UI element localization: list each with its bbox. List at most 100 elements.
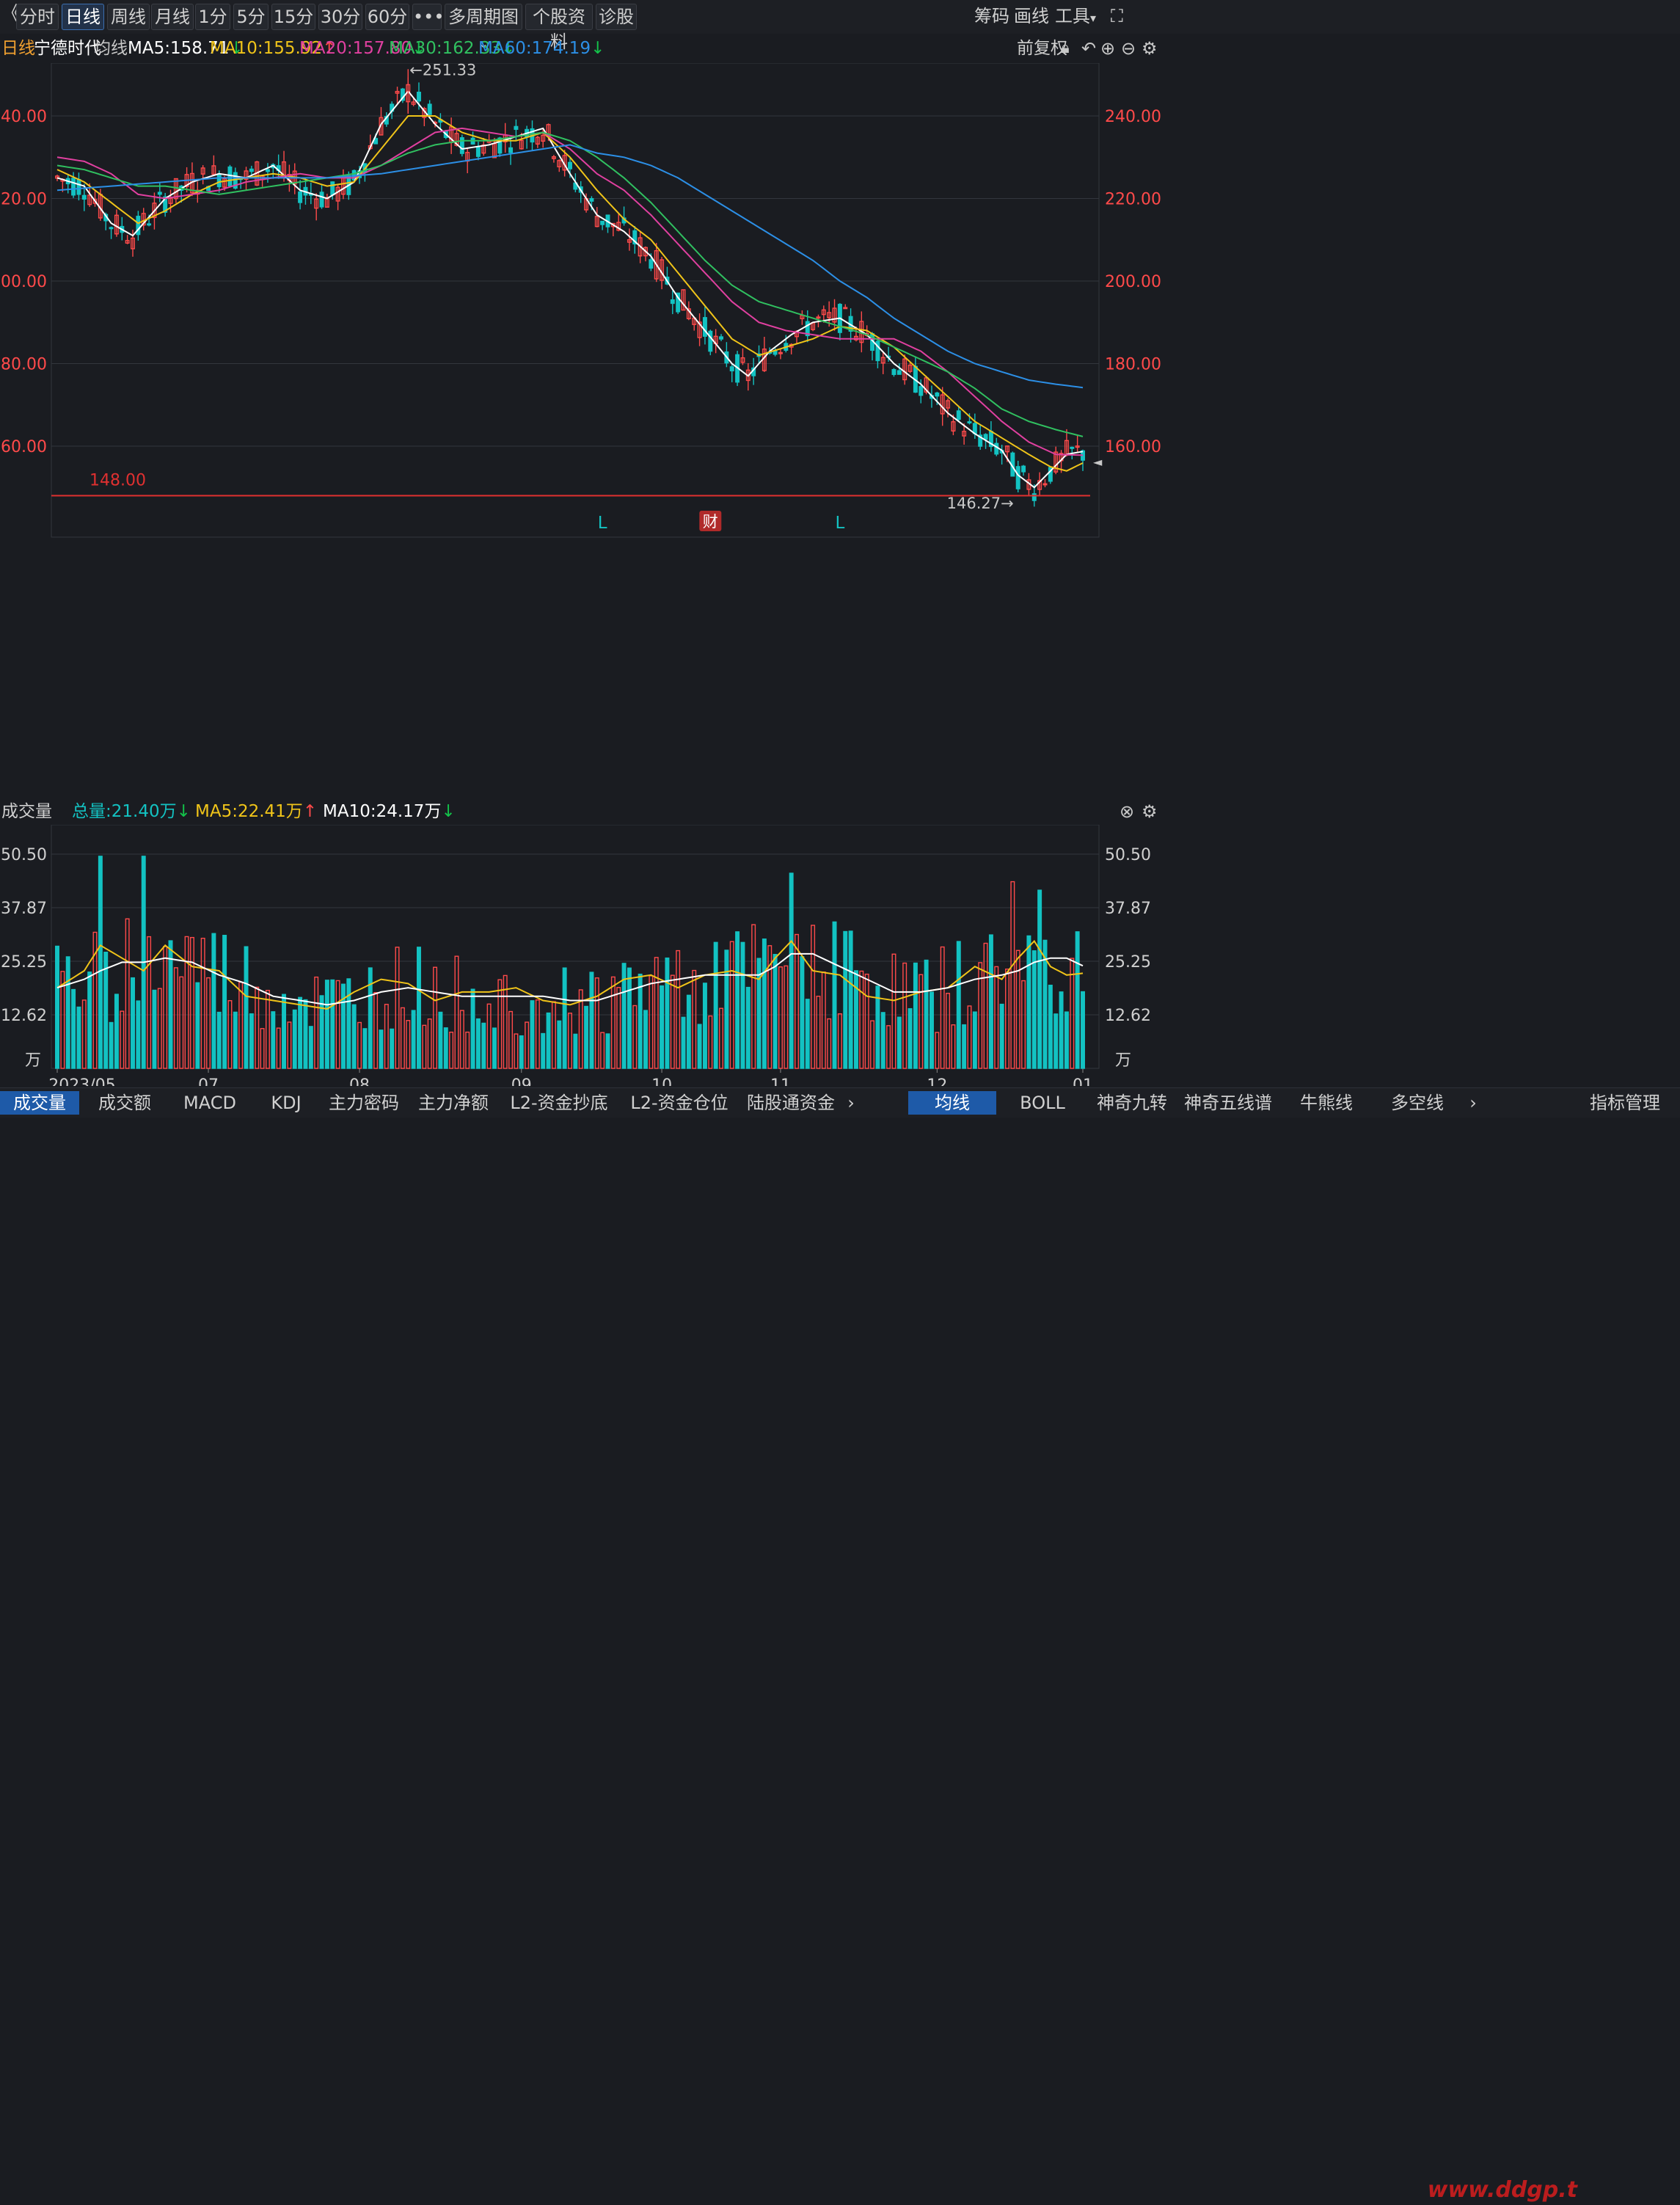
volume-bar-down xyxy=(481,1022,486,1069)
period-button-15min[interactable]: 15分 xyxy=(271,4,315,30)
indicator-manage-button[interactable]: 指标管理 xyxy=(1590,1093,1660,1113)
total-volume-readout: 总量:21.40万↓ xyxy=(72,798,191,825)
close-icon[interactable]: ⊗ xyxy=(1120,801,1135,822)
tab-boll[interactable]: BOLL xyxy=(1020,1093,1065,1113)
y-tick-label-left: 200.00 xyxy=(0,273,47,291)
settings-gear-icon[interactable]: ⚙ xyxy=(1142,38,1158,59)
candle-down xyxy=(649,259,654,269)
support-label: 148.00 xyxy=(90,472,146,490)
volume-bar-up xyxy=(649,975,654,1069)
volume-bar-down xyxy=(233,1011,238,1069)
volume-bar-down xyxy=(697,1024,702,1069)
draw-line-button[interactable]: 画线 xyxy=(1014,6,1049,26)
volume-bar-up xyxy=(503,974,508,1069)
volume-bar-down xyxy=(114,994,119,1069)
stock-info-button[interactable]: 个股资料 xyxy=(525,4,593,52)
tab-ma[interactable]: 均线 xyxy=(908,1091,996,1115)
tools-dropdown[interactable]: 工具▾ xyxy=(1055,4,1096,29)
candle-up xyxy=(1037,480,1042,490)
candle-down xyxy=(459,137,464,154)
volume-bar-down xyxy=(762,939,767,1069)
tab-bull-bear[interactable]: 牛熊线 xyxy=(1300,1093,1353,1113)
diagnose-button[interactable]: 诊股 xyxy=(596,4,637,30)
zoom-out-icon[interactable]: ⊖ xyxy=(1121,38,1136,59)
candle-up xyxy=(843,307,848,310)
x-tick-label: 08 xyxy=(349,1076,370,1086)
volume-bar-down xyxy=(470,988,475,1069)
tab-l2-bottom[interactable]: L2-资金抄底 xyxy=(510,1093,608,1113)
tab-volume[interactable]: 成交量 xyxy=(0,1091,79,1115)
volume-bar-down xyxy=(87,972,92,1069)
candle-down xyxy=(416,92,421,102)
y-tick-label-right: 220.00 xyxy=(1105,191,1161,209)
tab-magic-nine[interactable]: 神奇九转 xyxy=(1097,1093,1167,1113)
more-button[interactable]: ••• xyxy=(412,4,444,30)
tab-main-code[interactable]: 主力密码 xyxy=(329,1093,399,1113)
volume-bar-down xyxy=(584,1005,589,1069)
volume-bar-down xyxy=(1026,935,1031,1069)
ma-label: 均线 xyxy=(94,39,128,58)
price-grid: 240.00 240.00 220.00 220.00 200.00 200.00 180.… xyxy=(0,63,1161,538)
period-button-60min[interactable]: 60分 xyxy=(365,4,409,30)
candle-up xyxy=(654,249,659,280)
undo-icon[interactable]: ↶ xyxy=(1081,38,1097,59)
tab-l2-position[interactable]: L2-资金仓位 xyxy=(630,1093,728,1113)
volume-bar-up xyxy=(287,1021,292,1069)
candlestick-chart[interactable]: 240.00 240.00 220.00 220.00 200.00 200.00 180.… xyxy=(0,63,1680,797)
period-button-30min[interactable]: 30分 xyxy=(318,4,362,30)
volume-chart[interactable]: 50.50 50.50 37.87 37.87 25.25 25.25 12.62 12.62… xyxy=(0,825,1680,1086)
volume-tick-right: 37.87 xyxy=(1105,900,1151,918)
candle-up xyxy=(557,160,562,167)
period-button-monthly[interactable]: 月线 xyxy=(151,4,194,30)
volume-bar-down xyxy=(848,930,853,1069)
tab-turnover[interactable]: 成交额 xyxy=(98,1093,151,1113)
fullscreen-icon[interactable]: ⛶ xyxy=(1111,6,1123,26)
period-button-5min[interactable]: 5分 xyxy=(233,4,269,30)
tab-kdj[interactable]: KDJ xyxy=(271,1093,302,1113)
volume-bar-down xyxy=(573,1033,578,1069)
volume-bar-down xyxy=(308,1026,313,1069)
volume-bar-down xyxy=(319,995,324,1069)
price-labels: 148.00 ←251.33 146.27→ L 财 L ◄ xyxy=(51,63,1103,533)
lock-icon[interactable]: 🔒︎ xyxy=(1061,39,1070,57)
period-button-weekly[interactable]: 周线 xyxy=(107,4,150,30)
volume-settings-gear-icon[interactable]: ⚙ xyxy=(1142,801,1158,822)
candle-down xyxy=(265,169,270,172)
candle-down xyxy=(249,168,254,172)
multi-period-dropdown[interactable]: 多周期图 ⌄ xyxy=(445,4,522,51)
volume-bar-down xyxy=(1059,991,1064,1069)
period-button-intraday[interactable]: 分时 xyxy=(16,4,59,30)
tab-magic-five[interactable]: 神奇五线谱 xyxy=(1184,1093,1272,1113)
volume-bar-up xyxy=(255,986,260,1069)
candle-down xyxy=(157,192,162,195)
volume-bar-down xyxy=(924,959,929,1069)
volume-bar-up xyxy=(373,992,379,1069)
candle-down xyxy=(298,191,303,203)
volume-bar-up xyxy=(821,972,826,1069)
candle-down xyxy=(967,421,972,423)
period-button-daily[interactable]: 日线 xyxy=(62,4,104,30)
tab-northbound[interactable]: 陆股通资金 xyxy=(747,1093,835,1113)
chevron-down-icon: ⌄ xyxy=(478,37,489,51)
tabs-scroll-right-icon[interactable]: › xyxy=(847,1093,855,1113)
volume-bar-down xyxy=(546,1012,551,1069)
candle-up xyxy=(740,357,745,363)
tab-long-short[interactable]: 多空线 xyxy=(1391,1093,1444,1113)
volume-bar-up xyxy=(92,931,98,1069)
adjust-mode-button[interactable]: 前复权 xyxy=(1017,39,1067,58)
candle-down xyxy=(676,292,681,313)
period-button-1min[interactable]: 1分 xyxy=(195,4,230,30)
chips-button[interactable]: 筹码 xyxy=(974,6,1009,26)
volume-bar-up xyxy=(406,1020,411,1069)
volume-bar-up xyxy=(395,947,400,1069)
volume-bar-down xyxy=(519,1035,524,1069)
tabs-scroll-right-icon-2[interactable]: › xyxy=(1469,1093,1477,1113)
candle-up xyxy=(87,194,92,205)
ma30-readout: MA30:162.33↓ xyxy=(389,34,515,63)
candle-down xyxy=(632,230,638,245)
volume-bar-up xyxy=(837,1013,842,1069)
ma20-value: MA20:157.80 xyxy=(299,39,412,58)
zoom-in-icon[interactable]: ⊕ xyxy=(1100,38,1116,59)
tab-macd[interactable]: MACD xyxy=(183,1093,236,1113)
tab-main-net[interactable]: 主力净额 xyxy=(418,1093,489,1113)
